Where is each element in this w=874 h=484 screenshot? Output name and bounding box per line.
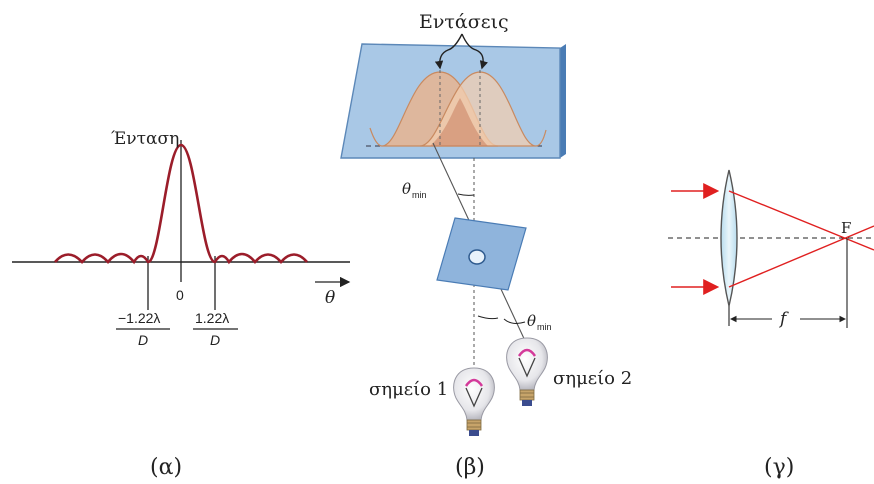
caption-c: (γ) [764, 455, 794, 480]
theta-min-arc-bottom [477, 315, 499, 320]
intensity-pointer-left [434, 33, 463, 70]
light-bulb-point-1-icon [453, 367, 495, 436]
pos-tick-denominator: D [210, 332, 220, 348]
theta-min-arc-top [457, 193, 475, 196]
focal-length-label: f [778, 309, 789, 329]
panel-c-lens-focus: F f (γ) [668, 169, 874, 480]
aperture-hole [468, 249, 486, 265]
intensities-label: Εντάσεις [419, 11, 509, 33]
zero-label: 0 [176, 287, 184, 303]
peak-overlap [430, 98, 488, 146]
refracted-ray-top [728, 190, 874, 251]
intensity-curve [54, 143, 308, 265]
peak-tail-left [369, 127, 383, 147]
intensity-label: Ένταση [111, 129, 179, 149]
intensity-pointer-right [461, 33, 488, 70]
light-bulb-point-2-icon [506, 337, 548, 406]
refracted-ray-bottom [728, 225, 874, 288]
pos-tick-numerator: 1.22λ [195, 310, 229, 326]
neg-tick-denominator: D [138, 332, 148, 348]
point-2-label: σημείο 2 [553, 368, 632, 389]
focal-point-label: F [841, 219, 851, 237]
point-1-label: σημείο 1 [369, 379, 448, 400]
theta-min-top-symbol: θ [402, 180, 411, 198]
theta-axis-label: θ [325, 288, 335, 308]
theta-min-top-subscript: min [412, 190, 427, 200]
theta-min-pointer-bottom [503, 318, 526, 324]
neg-tick-numerator: −1.22λ [118, 310, 160, 326]
peak-tail-right [535, 129, 547, 147]
caption-a: (α) [150, 455, 182, 480]
caption-b: (β) [455, 455, 485, 480]
panel-b-resolution-setup: Εντάσεις θ min θ min [340, 11, 632, 480]
observation-screen-side [560, 44, 566, 158]
theta-min-bottom-subscript: min [537, 322, 552, 332]
theta-min-bottom-symbol: θ [527, 312, 536, 330]
converging-lens [720, 169, 738, 307]
panel-a-diffraction-pattern: θ Ένταση 0 −1.22λ D 1.22λ D (α) [12, 129, 351, 480]
